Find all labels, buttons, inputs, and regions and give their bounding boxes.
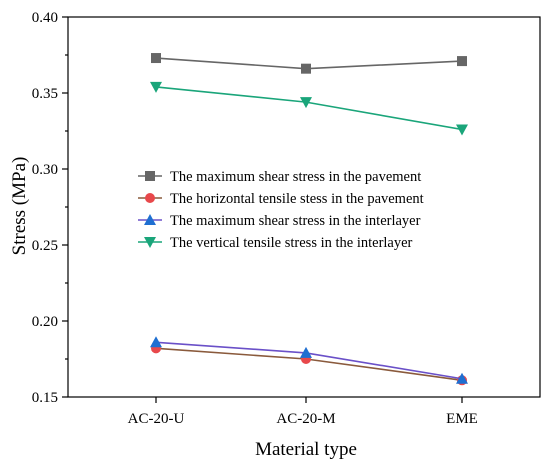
- y-tick-label: 0.40: [32, 10, 58, 26]
- data-point: [457, 56, 467, 67]
- y-axis-title: Stress (MPa): [9, 157, 30, 256]
- y-tick-label: 0.30: [32, 162, 58, 178]
- x-tick-label: EME: [446, 411, 478, 427]
- y-tick-label: 0.15: [32, 390, 58, 406]
- legend-label: The horizontal tensile stess in the pave…: [170, 191, 424, 207]
- data-point: [150, 81, 162, 93]
- data-point: [145, 171, 155, 181]
- y-tick-label: 0.20: [32, 314, 58, 330]
- data-point: [150, 336, 162, 348]
- series-2: [151, 343, 467, 386]
- legend-item: The vertical tensile stress in the inter…: [138, 235, 413, 251]
- data-point: [456, 372, 468, 384]
- data-point: [456, 124, 468, 136]
- x-tick-label: AC-20-U: [128, 411, 185, 427]
- legend-label: The maximum shear stress in the interlay…: [170, 213, 421, 229]
- data-point: [300, 97, 312, 109]
- axes: 0.15 0.20 0.25 0.30 0.35 0.40 AC-20-U AC-20-M EM…: [32, 10, 541, 427]
- series-3: [150, 336, 468, 384]
- y-tick-label: 0.25: [32, 238, 58, 254]
- x-tick-label: AC-20-M: [276, 411, 335, 427]
- x-axis-title: Material type: [255, 439, 357, 460]
- plot-frame: [67, 16, 541, 398]
- data-point: [144, 214, 156, 225]
- series-layer: [150, 53, 468, 386]
- data-point: [145, 193, 155, 203]
- legend-item: The maximum shear stress in the pavement: [138, 169, 421, 185]
- data-point: [144, 237, 156, 248]
- data-point: [301, 63, 311, 74]
- y-tick-label: 0.35: [32, 86, 58, 102]
- series-4: [150, 81, 468, 136]
- legend-item: The horizontal tensile stess in the pave…: [138, 191, 424, 207]
- legend-item: The maximum shear stress in the interlay…: [138, 213, 421, 229]
- data-point: [151, 53, 161, 64]
- series-1: [151, 53, 467, 74]
- legend: The maximum shear stress in the pavement…: [138, 169, 424, 251]
- legend-label: The maximum shear stress in the pavement: [170, 169, 421, 185]
- series-line: [155, 86, 463, 131]
- data-point: [300, 346, 312, 358]
- legend-label: The vertical tensile stress in the inter…: [170, 235, 413, 251]
